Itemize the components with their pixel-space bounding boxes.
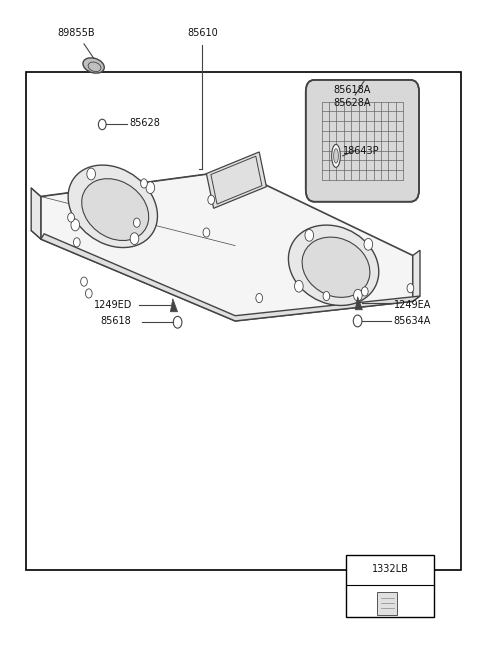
Polygon shape (41, 234, 420, 321)
Text: 1249EA: 1249EA (394, 299, 431, 310)
Text: 85628A: 85628A (334, 98, 371, 108)
Circle shape (364, 238, 372, 250)
Text: 85618A: 85618A (334, 85, 371, 96)
Circle shape (305, 229, 313, 241)
Circle shape (141, 179, 147, 188)
Ellipse shape (288, 225, 379, 305)
Circle shape (407, 284, 414, 293)
Text: 18643P: 18643P (343, 145, 380, 156)
Circle shape (81, 277, 87, 286)
Circle shape (208, 195, 215, 204)
Text: 85628: 85628 (130, 118, 160, 128)
Circle shape (68, 213, 74, 222)
Circle shape (146, 181, 155, 194)
Ellipse shape (332, 145, 340, 167)
Circle shape (87, 168, 96, 180)
Circle shape (353, 315, 362, 327)
Circle shape (323, 291, 330, 301)
FancyBboxPatch shape (306, 80, 419, 202)
Ellipse shape (83, 58, 104, 73)
Circle shape (354, 290, 362, 301)
Circle shape (173, 316, 182, 328)
Circle shape (98, 119, 106, 130)
Text: 1249ED: 1249ED (94, 299, 132, 310)
Circle shape (130, 233, 139, 244)
Circle shape (203, 228, 210, 237)
Text: 85634A: 85634A (394, 316, 431, 326)
Ellipse shape (334, 149, 338, 163)
Text: 89855B: 89855B (58, 28, 95, 38)
Circle shape (85, 289, 92, 298)
Circle shape (71, 219, 80, 231)
Circle shape (133, 218, 140, 227)
FancyBboxPatch shape (377, 592, 397, 614)
Circle shape (361, 287, 368, 296)
Polygon shape (206, 152, 266, 208)
Circle shape (73, 238, 80, 247)
Text: 85618: 85618 (101, 316, 132, 326)
Bar (346, 555, 434, 617)
Polygon shape (41, 170, 413, 321)
Ellipse shape (82, 179, 149, 240)
Text: 1332LB: 1332LB (372, 564, 408, 574)
Polygon shape (170, 299, 178, 312)
Polygon shape (31, 188, 41, 239)
Ellipse shape (302, 237, 370, 297)
Text: 85610: 85610 (187, 28, 218, 38)
Circle shape (295, 280, 303, 292)
Polygon shape (413, 250, 420, 301)
Circle shape (256, 293, 263, 303)
Polygon shape (355, 297, 362, 310)
Bar (26, 72, 461, 570)
Ellipse shape (68, 165, 157, 248)
